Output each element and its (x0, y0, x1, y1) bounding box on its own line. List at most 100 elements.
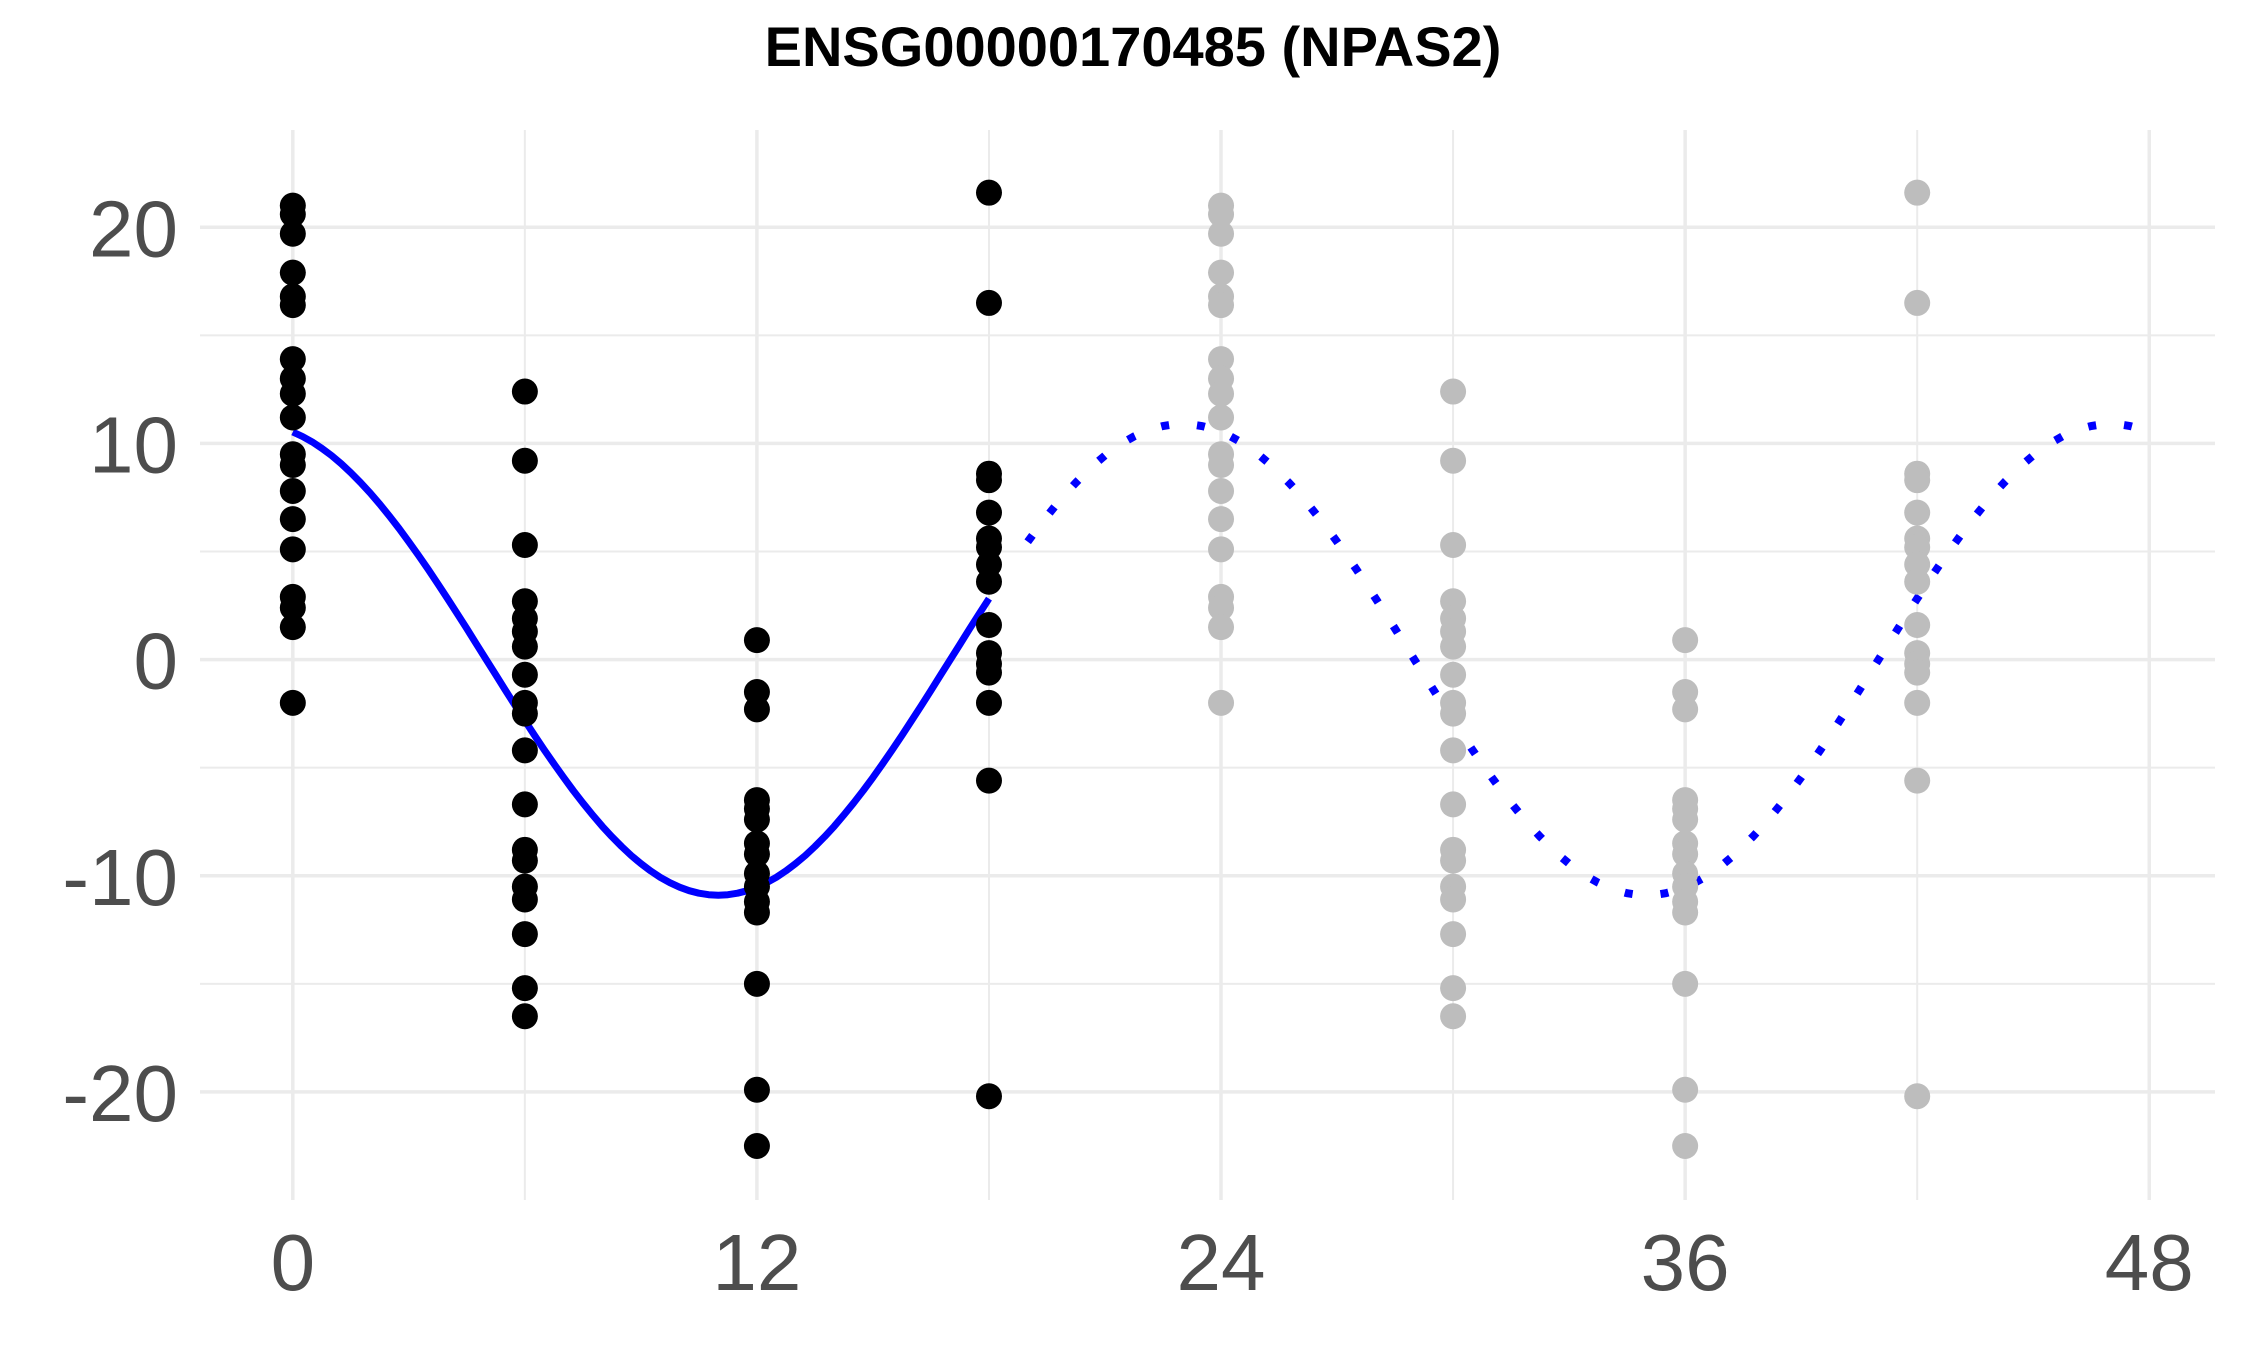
data-point-repeated (1440, 847, 1467, 874)
data-point (975, 1083, 1002, 1110)
data-point-repeated (1208, 346, 1235, 373)
data-point-repeated (1672, 841, 1699, 868)
data-point (279, 346, 306, 373)
data-point-repeated (1208, 201, 1235, 228)
data-point-repeated (1672, 1076, 1699, 1103)
data-point-repeated (1440, 378, 1467, 405)
data-point (511, 700, 538, 727)
data-point (975, 499, 1002, 526)
data-point (279, 220, 306, 247)
data-point (279, 506, 306, 533)
points-repeated-series (1208, 179, 1931, 1159)
data-point (975, 179, 1002, 206)
data-point (975, 689, 1002, 716)
plot-area (200, 130, 2215, 1200)
data-point-repeated (1904, 1083, 1931, 1110)
data-point-repeated (1208, 477, 1235, 504)
data-point-repeated (1208, 404, 1235, 431)
data-point (743, 970, 770, 997)
y-tick-label: 0 (134, 617, 179, 706)
data-point (743, 806, 770, 833)
data-point-repeated (1672, 899, 1699, 926)
data-point (279, 380, 306, 407)
data-point (975, 612, 1002, 639)
data-point-repeated (1440, 1003, 1467, 1030)
data-point (743, 627, 770, 654)
x-tick-label: 12 (712, 1218, 801, 1307)
data-point (511, 661, 538, 688)
data-point (279, 201, 306, 228)
data-point-repeated (1672, 806, 1699, 833)
data-point-repeated (1208, 689, 1235, 716)
data-point-repeated (1440, 633, 1467, 660)
data-point (975, 767, 1002, 794)
data-point-repeated (1440, 975, 1467, 1002)
data-point (279, 536, 306, 563)
data-point-repeated (1672, 1132, 1699, 1159)
x-tick-label: 24 (1177, 1218, 1266, 1307)
data-point-repeated (1208, 220, 1235, 247)
data-point (279, 614, 306, 641)
data-point (743, 841, 770, 868)
y-tick-label: 10 (89, 400, 178, 489)
data-point (511, 1003, 538, 1030)
data-point (279, 259, 306, 286)
data-point-repeated (1440, 921, 1467, 948)
data-point-repeated (1208, 536, 1235, 563)
data-point (511, 921, 538, 948)
data-point-repeated (1440, 791, 1467, 818)
x-axis: 0 12 24 36 48 (271, 1218, 2194, 1307)
data-point (279, 292, 306, 319)
data-point-repeated (1440, 447, 1467, 474)
x-tick-label: 36 (1641, 1218, 1730, 1307)
data-point-repeated (1208, 292, 1235, 319)
data-point-repeated (1904, 289, 1931, 316)
data-point-repeated (1904, 659, 1931, 686)
data-point (279, 452, 306, 479)
data-point (975, 568, 1002, 595)
data-point-repeated (1904, 568, 1931, 595)
data-point-repeated (1208, 614, 1235, 641)
data-point-repeated (1208, 452, 1235, 479)
data-point (511, 737, 538, 764)
data-point (511, 975, 538, 1002)
y-tick-label: -20 (62, 1049, 178, 1138)
data-point (975, 289, 1002, 316)
y-tick-label: -10 (62, 833, 178, 922)
data-point (975, 467, 1002, 494)
y-axis: -20 -10 0 10 20 (62, 184, 178, 1138)
data-point-repeated (1440, 737, 1467, 764)
data-point (743, 899, 770, 926)
x-tick-label: 0 (271, 1218, 316, 1307)
data-point-repeated (1904, 467, 1931, 494)
data-point (511, 886, 538, 913)
fit-line (291, 419, 2151, 900)
data-point (743, 1076, 770, 1103)
data-point (279, 477, 306, 504)
y-tick-label: 20 (89, 184, 178, 273)
data-point-repeated (1440, 532, 1467, 559)
data-point-repeated (1672, 627, 1699, 654)
data-point (511, 378, 538, 405)
data-point (279, 404, 306, 431)
data-point (743, 1132, 770, 1159)
points-observed-series (279, 179, 1002, 1159)
data-point-repeated (1904, 612, 1931, 639)
data-point-repeated (1440, 661, 1467, 688)
data-point (511, 447, 538, 474)
data-point-repeated (1672, 696, 1699, 723)
data-point-repeated (1904, 689, 1931, 716)
data-point (743, 696, 770, 723)
data-point (511, 791, 538, 818)
data-point-repeated (1208, 594, 1235, 621)
data-point-repeated (1904, 499, 1931, 526)
data-point-repeated (1440, 700, 1467, 727)
data-point (279, 594, 306, 621)
fit-line-solid (291, 428, 992, 899)
data-point (975, 659, 1002, 686)
chart-title: ENSG00000170485 (NPAS2) (765, 15, 1502, 78)
data-point (511, 633, 538, 660)
data-point-repeated (1672, 970, 1699, 997)
data-point-repeated (1440, 886, 1467, 913)
